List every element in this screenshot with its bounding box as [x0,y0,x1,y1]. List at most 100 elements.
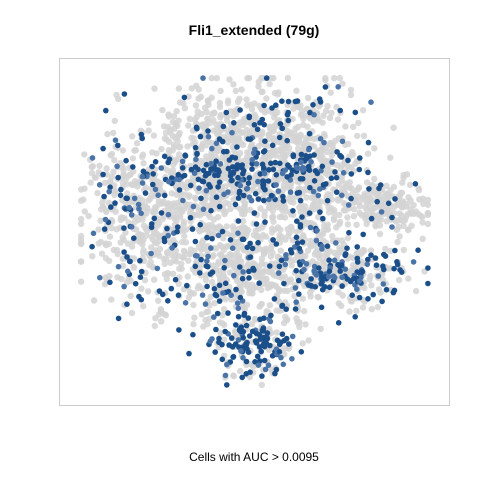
cell-point [243,96,250,103]
cell-point [271,135,278,142]
cell-point-highlighted [260,178,266,184]
cell-point-highlighted [240,192,247,199]
cell-point-highlighted [415,247,421,253]
cell-point-highlighted [329,159,335,165]
cell-point-highlighted [331,274,338,281]
cell-point-highlighted [219,228,226,235]
cell-point [108,296,115,303]
cell-point-highlighted [231,120,237,126]
cell-point-highlighted [197,133,204,140]
cell-point-highlighted [212,349,218,355]
cell-point [98,250,106,257]
cell-point-highlighted [139,135,145,142]
cell-point-highlighted [187,214,194,221]
cell-point-highlighted [231,272,237,279]
cell-point-highlighted [112,137,119,143]
cell-point [105,240,113,248]
cell-point [130,264,138,271]
cell-point [85,212,92,220]
cell-point [297,208,304,216]
cell-point-highlighted [339,192,345,199]
cell-point [199,285,206,292]
cell-point-highlighted [354,286,360,293]
cell-point-highlighted [130,164,136,170]
cell-point [287,278,294,285]
cell-point-highlighted [267,342,273,349]
cell-point-highlighted [236,190,243,196]
cell-point-highlighted [136,293,142,300]
cell-point-highlighted [101,226,108,232]
cell-point-highlighted [197,221,203,228]
cell-point [382,245,389,253]
cell-point-highlighted [213,326,219,333]
cell-point [173,191,180,198]
cell-point-highlighted [366,186,372,192]
cell-point-highlighted [112,200,118,206]
cell-point-highlighted [161,192,168,199]
cell-point [134,183,141,190]
cell-point [396,201,403,208]
cell-point-highlighted [261,343,268,350]
cell-point [286,184,293,191]
cell-point-highlighted [267,263,273,269]
cell-point-highlighted [235,174,241,181]
cell-point [282,141,289,149]
cell-point-highlighted [261,121,268,128]
cell-point [353,307,360,315]
cell-point [399,179,406,186]
cell-point [258,286,265,294]
cell-point-highlighted [239,374,245,381]
cell-point-highlighted [251,150,257,156]
cell-point-highlighted [204,234,210,241]
cell-point [355,119,362,127]
cell-point-highlighted [244,339,250,346]
cell-point-highlighted [166,178,172,185]
cell-point [250,260,257,267]
cell-point-highlighted [312,284,319,290]
cell-point-highlighted [244,244,251,251]
cell-point-highlighted [225,310,231,316]
cell-point-highlighted [217,161,224,167]
cell-point-highlighted [356,278,363,284]
cell-point [374,191,381,199]
cell-point [244,74,251,82]
cell-point-highlighted [222,280,229,287]
cell-point [395,276,403,284]
cell-point-highlighted [372,255,379,261]
cell-point [139,151,147,158]
cell-point-highlighted [181,172,188,179]
cell-point-highlighted [316,96,323,102]
cell-point [187,246,194,253]
cell-point [258,300,265,308]
cell-point-highlighted [154,265,161,272]
cell-point-highlighted [296,291,302,297]
cell-point [260,250,268,258]
cell-point [266,80,273,88]
cell-point [258,381,265,389]
cell-point [270,114,278,121]
cell-point [173,258,180,265]
cell-point-highlighted [350,275,357,282]
cell-point-highlighted [339,262,345,268]
cell-point [321,130,328,138]
cell-point [223,243,230,250]
cell-point [250,182,258,189]
cell-point [184,143,191,150]
cell-point-highlighted [221,265,227,271]
cell-point [325,209,333,216]
cell-point-highlighted [383,286,390,293]
cell-point-highlighted [392,247,398,254]
cell-point-highlighted [335,320,342,326]
cell-point [400,222,407,230]
cell-point-highlighted [354,244,361,250]
cell-point [186,115,193,123]
cell-point-highlighted [224,382,230,388]
cell-point-highlighted [273,182,279,188]
cell-point [340,207,348,214]
cell-point-highlighted [286,341,292,347]
cell-point [281,273,288,280]
cell-point-highlighted [216,179,223,185]
cell-point [103,208,110,215]
cell-point-highlighted [192,263,199,270]
cell-point-highlighted [342,251,349,257]
